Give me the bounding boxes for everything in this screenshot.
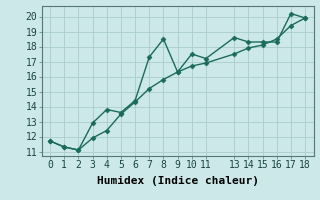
X-axis label: Humidex (Indice chaleur): Humidex (Indice chaleur) [97, 176, 259, 186]
